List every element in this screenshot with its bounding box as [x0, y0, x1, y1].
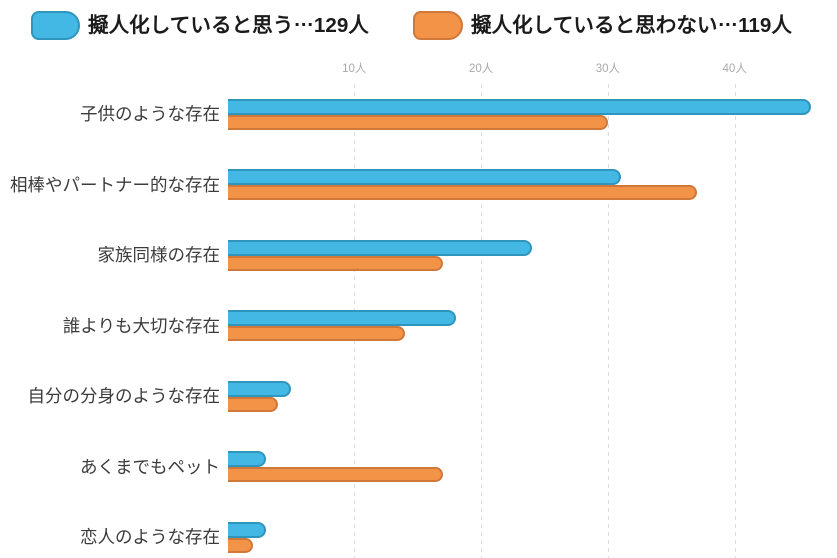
x-tick-label-10: 10人 [342, 63, 367, 75]
legend-label-agree: 擬人化していると思う…129人 [88, 8, 369, 37]
category-label-4: 自分の分身のような存在 [27, 386, 221, 406]
bar-series1-row3 [227, 326, 406, 341]
bar-series1-row1 [227, 185, 697, 200]
legend-swatch-agree [31, 11, 80, 40]
gridline-40 [734, 84, 736, 558]
bar-series0-row4 [227, 380, 291, 397]
gridline-20 [481, 84, 483, 558]
x-tick-label-40: 40人 [722, 63, 747, 75]
bar-series0-row5 [227, 451, 266, 467]
category-label-2: 家族同様の存在 [97, 245, 221, 265]
bar-series1-row5 [227, 467, 444, 482]
bar-series1-row0 [227, 114, 608, 130]
bar-series1-row4 [227, 396, 279, 412]
bar-series0-row2 [227, 239, 532, 256]
category-label-5: あくまでもペット [80, 456, 220, 477]
bar-series0-row0 [227, 98, 811, 115]
bar-series0-row3 [227, 310, 456, 326]
bar-series0-row1 [227, 169, 621, 185]
gridline-30 [607, 84, 609, 558]
bar-series0-row6 [227, 521, 266, 538]
bar-series1-row6 [227, 537, 253, 553]
x-tick-label-30: 30人 [595, 63, 621, 75]
category-label-0: 子供のような存在 [80, 104, 220, 124]
bar-series1-row2 [227, 255, 444, 271]
x-tick-label-20: 20人 [468, 63, 494, 75]
category-label-1: 相棒やパートナー的な存在 [10, 174, 220, 195]
category-label-6: 恋人のような存在 [80, 527, 220, 547]
legend-label-disagree: 擬人化していると思わない…119人 [471, 8, 792, 37]
legend-swatch-disagree [413, 11, 463, 40]
category-label-3: 誰よりも大切な存在 [62, 315, 220, 336]
